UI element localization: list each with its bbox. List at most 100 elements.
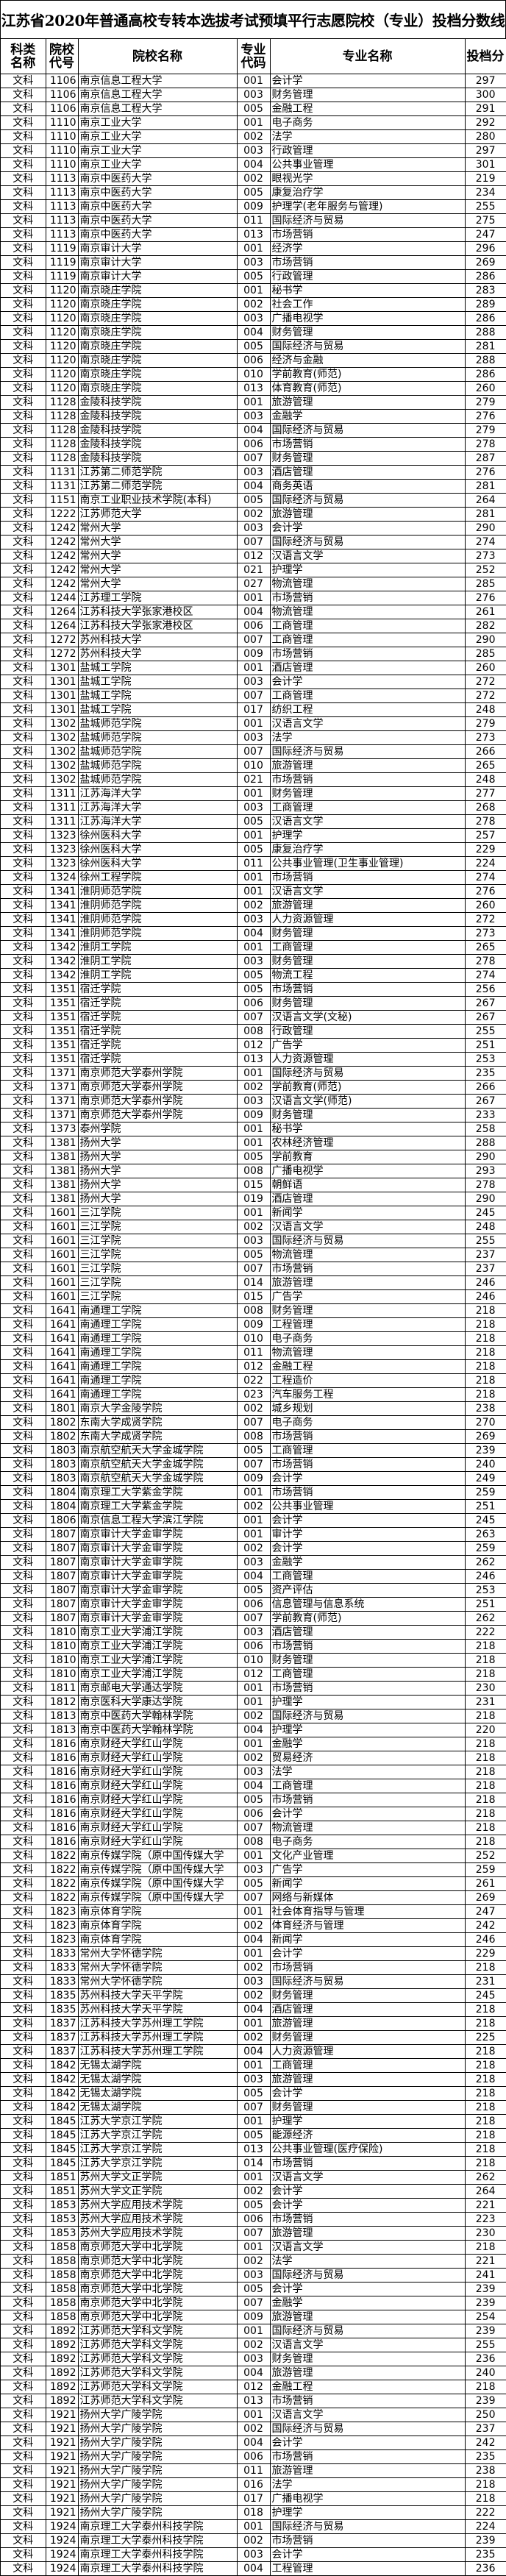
school-code-cell: 1641 xyxy=(46,1387,79,1402)
school-name-cell: 常州大学 xyxy=(78,577,238,591)
score-cell: 274 xyxy=(465,968,506,983)
school-name-cell: 江苏海洋大学 xyxy=(78,814,238,829)
score-cell: 288 xyxy=(465,1136,506,1150)
score-cell: 218 xyxy=(465,2044,506,2059)
school-code-cell: 1323 xyxy=(46,856,79,871)
major-name-cell: 汉语言文学 xyxy=(270,2170,466,2185)
category-cell: 文科 xyxy=(1,1946,46,1961)
major-code-cell: 010 xyxy=(237,1331,271,1346)
major-code-cell: 016 xyxy=(237,2477,271,2492)
category-cell: 文科 xyxy=(1,339,46,354)
table-row: 文科 1812 南京医科大学康达学院 001 护理学 231 xyxy=(1,1695,506,1709)
table-row: 文科 1892 江苏师范大学科文学院 004 旅游管理 240 xyxy=(1,2366,506,2380)
score-cell: 292 xyxy=(465,115,506,130)
score-cell: 267 xyxy=(465,1010,506,1025)
table-row: 文科 1351 宿迁学院 012 广告学 251 xyxy=(1,1038,506,1053)
major-code-cell: 007 xyxy=(237,633,271,647)
score-cell: 278 xyxy=(465,437,506,452)
score-cell: 218 xyxy=(465,2114,506,2129)
table-row: 文科 1106 南京信息工程大学 003 财务管理 300 xyxy=(1,88,506,102)
score-cell: 251 xyxy=(465,1499,506,1514)
table-row: 文科 1822 南京传媒学院（原中国传媒大学 001 文化产业管理 252 xyxy=(1,1849,506,1863)
school-code-cell: 1801 xyxy=(46,1401,79,1416)
category-cell: 文科 xyxy=(1,814,46,829)
school-code-cell: 1810 xyxy=(46,1625,79,1640)
score-cell: 261 xyxy=(465,1876,506,1891)
major-name-cell: 会计学 xyxy=(270,675,466,689)
major-name-cell: 酒店管理 xyxy=(270,1192,466,1206)
major-name-cell: 物流管理 xyxy=(270,605,466,619)
school-name-cell: 淮阴师范学院 xyxy=(78,884,238,899)
school-code-cell: 1807 xyxy=(46,1597,79,1612)
school-code-cell: 1110 xyxy=(46,129,79,144)
major-name-cell: 会计学 xyxy=(270,1946,466,1961)
major-code-cell: 001 xyxy=(237,2016,271,2031)
school-code-cell: 1242 xyxy=(46,563,79,577)
table-row: 文科 1816 南京财经大学红山学院 005 市场营销 218 xyxy=(1,1793,506,1807)
category-cell: 文科 xyxy=(1,1303,46,1318)
table-row: 文科 1810 南京工业大学浦江学院 012 工商管理 218 xyxy=(1,1667,506,1682)
major-name-cell: 会计学 xyxy=(270,74,466,88)
category-cell: 文科 xyxy=(1,1527,46,1542)
school-code-cell: 1858 xyxy=(46,2254,79,2269)
category-cell: 文科 xyxy=(1,675,46,689)
table-row: 文科 1816 南京财经大学红山学院 006 会计学 218 xyxy=(1,1807,506,1821)
table-row: 文科 1373 泰州学院 001 秘书学 258 xyxy=(1,1122,506,1136)
score-cell: 219 xyxy=(465,171,506,186)
table-row: 文科 1128 金陵科技学院 007 财务管理 287 xyxy=(1,451,506,466)
school-name-cell: 常州大学怀德学院 xyxy=(78,1974,238,1989)
major-code-cell: 001 xyxy=(237,591,271,605)
category-cell: 文科 xyxy=(1,157,46,172)
table-row: 文科 1113 南京中医药大学 013 市场营销 247 xyxy=(1,227,506,242)
major-name-cell: 工商管理 xyxy=(270,800,466,815)
score-cell: 290 xyxy=(465,633,506,647)
school-code-cell: 1816 xyxy=(46,1807,79,1821)
major-name-cell: 国际经济与贸易 xyxy=(270,744,466,759)
school-code-cell: 1810 xyxy=(46,1667,79,1682)
major-name-cell: 学前教育(师范) xyxy=(270,1080,466,1095)
table-row: 文科 1128 金陵科技学院 001 旅游管理 279 xyxy=(1,395,506,410)
table-row: 文科 1641 南通理工学院 008 财务管理 218 xyxy=(1,1303,506,1318)
category-cell: 文科 xyxy=(1,2086,46,2101)
table-row: 文科 1810 南京工业大学浦江学院 006 市场营销 218 xyxy=(1,1639,506,1654)
school-code-cell: 1113 xyxy=(46,199,79,214)
major-name-cell: 财务管理 xyxy=(270,88,466,102)
major-name-cell: 工商管理 xyxy=(270,1443,466,1458)
category-cell: 文科 xyxy=(1,1709,46,1723)
score-cell: 245 xyxy=(465,1206,506,1220)
major-code-cell: 003 xyxy=(237,2352,271,2366)
school-code-cell: 1119 xyxy=(46,255,79,270)
table-row: 文科 1302 盐城师范学院 003 法学 273 xyxy=(1,730,506,745)
category-cell: 文科 xyxy=(1,591,46,605)
school-code-cell: 1131 xyxy=(46,479,79,494)
category-cell: 文科 xyxy=(1,1317,46,1332)
category-cell: 文科 xyxy=(1,1234,46,1248)
category-cell: 文科 xyxy=(1,1457,46,1472)
major-code-cell: 007 xyxy=(237,1821,271,1835)
school-code-cell: 1120 xyxy=(46,311,79,326)
category-cell: 文科 xyxy=(1,619,46,633)
category-cell: 文科 xyxy=(1,1192,46,1206)
score-cell: 289 xyxy=(465,297,506,312)
table-row: 文科 1351 宿迁学院 013 人力资源管理 253 xyxy=(1,1052,506,1067)
table-row: 文科 1371 南京师范大学泰州学院 003 汉语言文学(师范) 267 xyxy=(1,1094,506,1109)
table-row: 文科 1816 南京财经大学红山学院 007 物流管理 218 xyxy=(1,1821,506,1835)
category-cell: 文科 xyxy=(1,479,46,494)
category-cell: 文科 xyxy=(1,1639,46,1654)
school-code-cell: 1302 xyxy=(46,730,79,745)
score-cell: 262 xyxy=(465,1611,506,1626)
major-code-cell: 008 xyxy=(237,1303,271,1318)
score-cell: 236 xyxy=(465,2352,506,2366)
score-cell: 259 xyxy=(465,1862,506,1877)
school-code-cell: 1119 xyxy=(46,241,79,256)
table-row: 文科 1921 扬州大学广陵学院 001 汉语言文学 250 xyxy=(1,2408,506,2422)
school-name-cell: 江苏第二师范学院 xyxy=(78,479,238,494)
table-row: 文科 1921 扬州大学广陵学院 017 广播电视学 218 xyxy=(1,2491,506,2506)
score-cell: 254 xyxy=(465,2310,506,2324)
score-cell: 218 xyxy=(465,2100,506,2115)
major-name-cell: 市场营销 xyxy=(270,870,466,885)
school-name-cell: 江苏科技大学苏州理工学院 xyxy=(78,2030,238,2045)
school-code-cell: 1381 xyxy=(46,1136,79,1150)
school-name-cell: 江苏师范大学科文学院 xyxy=(78,2394,238,2408)
school-code-cell: 1807 xyxy=(46,1527,79,1542)
